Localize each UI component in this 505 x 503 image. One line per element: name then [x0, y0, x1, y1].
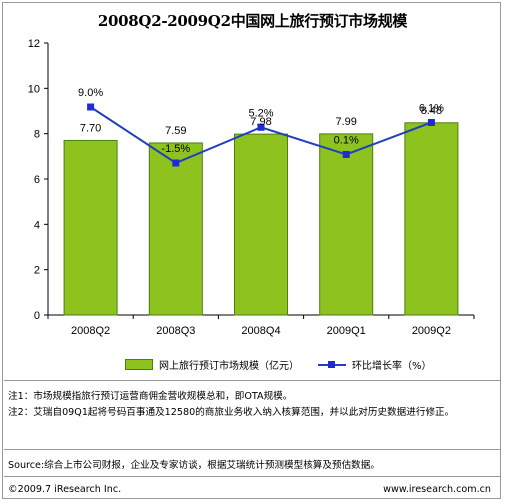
growth-value-label: -1.5%	[161, 143, 190, 155]
labels-layer: 7.70 7.59 7.98 7.99 8.48 9.0% -1.5% 5.2% 0.1% 6.1…	[78, 87, 444, 155]
bar	[148, 142, 203, 316]
y-tick-label: 8	[34, 129, 40, 141]
legend-item-bar: 网上旅行预订市场规模（亿元）	[125, 357, 299, 372]
bar-value-label: 7.70	[80, 122, 101, 134]
growth-value-label: 0.1%	[334, 134, 359, 146]
bar-value-label: 7.98	[250, 116, 271, 128]
y-tick-label: 6	[34, 174, 40, 186]
growth-point	[342, 150, 350, 158]
y-tick-label: 10	[28, 83, 40, 95]
y-tick-label: 2	[34, 265, 40, 277]
growth-line-layer	[87, 103, 435, 167]
bar-value-label: 7.99	[335, 116, 356, 128]
note-1: 注1：市场规模指旅行预订运营商佣金营收规模总和，即OTA规模。	[8, 391, 293, 402]
x-tick-label: 2008Q2	[71, 325, 110, 337]
legend-line-label: 环比增长率（%）	[352, 361, 432, 372]
bar	[319, 133, 374, 316]
legend-bar-label: 网上旅行预订市场规模（亿元）	[159, 361, 299, 372]
growth-point	[87, 103, 95, 111]
growth-value-label: 6.1%	[419, 102, 444, 114]
note-2: 注2：艾瑞自09Q1起将号码百事通及12580的商旅业务收入纳入核算范围，并以此…	[8, 407, 455, 418]
legend-line-swatch	[318, 360, 346, 369]
chart-title: 2008Q2-2009Q2中国网上旅行预订市场规模	[97, 12, 408, 30]
axes: 0 2 4 6 8 10 12 2008Q2 2008Q3 2008Q4 2009Q1 2009Q2	[28, 38, 475, 337]
bar-value-label: 8.48	[421, 105, 442, 117]
notes: 注1：市场规模指旅行预订运营商佣金营收规模总和，即OTA规模。 注2：艾瑞自09…	[8, 389, 496, 421]
divider-top	[4, 380, 501, 381]
growth-point	[172, 159, 180, 167]
divider-bottom	[4, 476, 501, 477]
growth-point	[427, 118, 435, 126]
growth-value-label: 9.0%	[78, 87, 103, 99]
copyright-text: ©2009.7 iResearch Inc.	[8, 484, 122, 495]
bar	[404, 122, 459, 316]
x-tick-label: 2009Q2	[412, 325, 451, 337]
source-text: Source:综合上市公司财报，企业及专家访谈，根据艾瑞统计预测模型核算及预估数…	[8, 460, 380, 471]
x-tick-label: 2009Q1	[327, 325, 366, 337]
x-tick-label: 2008Q4	[241, 325, 280, 337]
legend-item-line: 环比增长率（%）	[318, 357, 432, 372]
y-tick-label: 0	[34, 310, 40, 322]
bar-value-label: 7.59	[165, 125, 186, 137]
y-tick-label: 4	[34, 219, 40, 231]
y-tick-label: 12	[28, 38, 40, 50]
website-link[interactable]: www.iresearch.com.cn	[383, 484, 491, 495]
bar	[63, 139, 118, 316]
legend-bar-swatch	[125, 359, 153, 370]
bars-layer	[63, 122, 459, 316]
growth-point	[257, 123, 265, 131]
bar	[234, 133, 288, 316]
x-tick-label: 2008Q3	[156, 325, 195, 337]
growth-value-label: 5.2%	[248, 107, 273, 119]
divider-mid	[4, 449, 501, 450]
